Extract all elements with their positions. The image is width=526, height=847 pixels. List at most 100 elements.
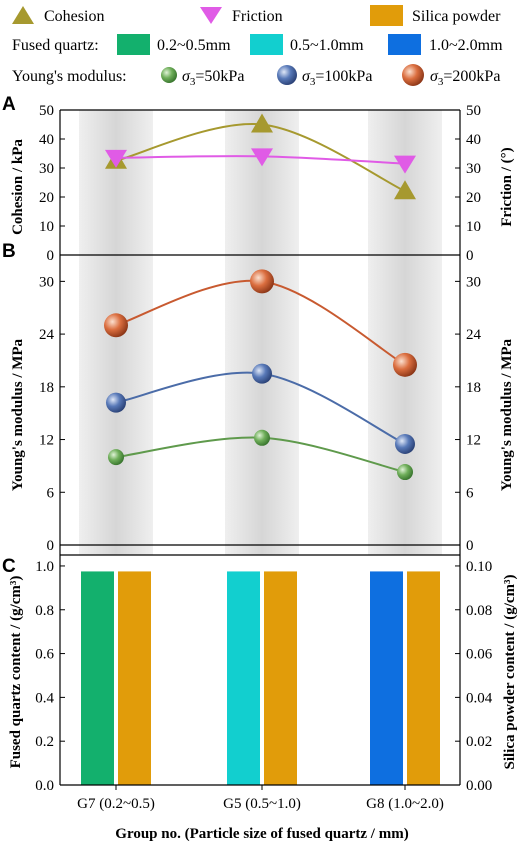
friction-point (394, 155, 416, 174)
panel-a-ylabel-right: Friction / (°) (499, 147, 515, 226)
legend-fused-quartz-title: Fused quartz: (12, 37, 99, 54)
panel-a-right-tick-label: 0 (466, 248, 474, 264)
panel-c-left-tick-label: 0.0 (35, 778, 54, 794)
cohesion-point (251, 113, 273, 133)
panel-a-left-tick-label: 10 (39, 219, 54, 235)
panel-b-ylabel-right: Young's modulus / MPa (499, 338, 515, 491)
axes-frame (59, 109, 461, 786)
panel-a-right-tick-label: 10 (466, 219, 481, 235)
category-band (225, 110, 299, 555)
panel-a-right-tick-label: 50 (466, 103, 481, 119)
panel-c-left-tick-label: 0.6 (35, 647, 54, 663)
panel-c-right-tick-label: 0.02 (466, 734, 492, 750)
panel-c-right-tick-label: 0.00 (466, 778, 492, 794)
legend-ym-100: σ3=100kPa (277, 65, 372, 88)
silica-swatch-icon (370, 5, 403, 26)
panel-b-left-tick-label: 6 (47, 485, 55, 501)
triangle-up-icon (12, 6, 34, 24)
ym-50-point (254, 429, 270, 446)
panel-b-markers (104, 269, 417, 481)
panel-c-bars (81, 571, 440, 785)
legend-friction-label: Friction (232, 8, 283, 25)
legend-ym-50-label: σ3=50kPa (182, 68, 244, 88)
panel-a-markers (105, 113, 416, 200)
cohesion-point (394, 180, 416, 200)
panel-letter-b: B (2, 241, 16, 262)
panel-c-left-tick-label: 0.2 (35, 734, 54, 750)
silica-powder-bar (264, 571, 297, 785)
panel-a-left-tick-label: 30 (39, 161, 54, 177)
x-category-labels: G7 (0.2~0.5) G5 (0.5~1.0) G8 (1.0~2.0) (77, 785, 444, 812)
legend-fq-small: 0.2~0.5mm (117, 34, 231, 55)
x-tick-label: G8 (1.0~2.0) (366, 796, 444, 812)
panel-a-chart: 0 10 20 30 40 50 0 10 20 30 40 50 Cohesion / kPa Fr… (10, 103, 515, 264)
legend-friction: Friction (200, 7, 283, 25)
silica-powder-bar (407, 571, 440, 785)
panel-b-right-tick-label: 0 (466, 538, 474, 554)
fq-small-swatch-icon (117, 34, 150, 55)
panel-b-left-tick-label: 24 (39, 327, 55, 343)
x-tick-label: G5 (0.5~1.0) (223, 796, 301, 812)
panel-a-left-tick-label: 0 (47, 248, 55, 264)
panel-b-right-tick-label: 6 (466, 485, 474, 501)
panel-c-left-tick-label: 0.8 (35, 603, 54, 619)
sphere-orange-icon (402, 64, 424, 86)
legend-fq-mid: 0.5~1.0mm (250, 34, 364, 55)
panel-c-ylabel: Fused quartz content / (g/cm³) (8, 576, 24, 769)
friction-point (251, 148, 273, 167)
panel-letter-c: C (2, 556, 16, 577)
panel-c-right-tick-label: 0.10 (466, 559, 492, 575)
panel-c-right-tick-label: 0.08 (466, 603, 492, 619)
panel-b-left-tick-label: 30 (39, 274, 54, 290)
ym-100-point (395, 433, 415, 454)
panel-b-right-tick-label: 24 (466, 327, 482, 343)
legend-ym-title: Young's modulus: (12, 68, 127, 85)
legend-fq-large-label: 1.0~2.0mm (429, 37, 503, 54)
legend-ym-200: σ3=200kPa (402, 64, 500, 88)
panel-b-ticks: 0 6 12 18 24 30 0 6 12 18 24 30 (39, 274, 482, 554)
panel-b-left-tick-label: 0 (47, 538, 55, 554)
panel-letter-a: A (2, 94, 16, 115)
legend: Cohesion Friction Silica powder Fused qu… (12, 5, 503, 88)
legend-fq-large: 1.0~2.0mm (388, 34, 503, 55)
x-tick-label: G7 (0.2~0.5) (77, 796, 155, 812)
panel-a-left-tick-label: 40 (39, 132, 54, 148)
legend-ym-200-label: σ3=200kPa (430, 68, 500, 88)
ym-50-point (108, 449, 124, 466)
panel-a-left-tick-label: 50 (39, 103, 54, 119)
legend-cohesion-label: Cohesion (44, 8, 104, 25)
silica-powder-bar (118, 571, 151, 785)
legend-ym-50: σ3=50kPa (161, 67, 244, 88)
ym-100-point (252, 363, 272, 384)
legend-ym-100-label: σ3=100kPa (302, 68, 372, 88)
x-axis-label: Group no. (Particle size of fused quartz… (115, 826, 408, 842)
panel-a-ylabel: Cohesion / kPa (10, 139, 26, 235)
panel-c-left-tick-label: 0.4 (35, 690, 54, 706)
panel-a-right-tick-label: 20 (466, 190, 481, 206)
panel-c-ticks: 0.0 0.2 0.4 0.6 0.8 1.0 0.00 0.02 0.04 0.06 0.08 0.… (35, 559, 493, 794)
sphere-blue-icon (277, 65, 297, 85)
panel-a-right-tick-label: 40 (466, 132, 481, 148)
legend-cohesion: Cohesion (12, 6, 104, 25)
panel-b-right-tick-label: 18 (466, 380, 481, 396)
panel-b-left-tick-label: 18 (39, 380, 54, 396)
panel-b-left-tick-label: 12 (39, 433, 54, 449)
panel-c-right-tick-label: 0.06 (466, 647, 493, 663)
sphere-green-icon (161, 67, 177, 83)
triangle-down-icon (200, 7, 222, 24)
ym-200-point (393, 352, 417, 377)
legend-fq-mid-label: 0.5~1.0mm (290, 37, 364, 54)
panel-b-right-tick-label: 30 (466, 274, 481, 290)
panel-c-right-tick-label: 0.04 (466, 690, 493, 706)
fq-mid-swatch-icon (250, 34, 283, 55)
panel-b-ylabel: Young's modulus / MPa (10, 338, 26, 491)
legend-silica-label: Silica powder (412, 8, 501, 25)
panel-c-chart: 0.0 0.2 0.4 0.6 0.8 1.0 0.00 0.02 0.04 0.06 0.08 0.… (8, 559, 518, 794)
ym-50-point (397, 464, 413, 481)
legend-silica: Silica powder (370, 5, 501, 26)
fused-quartz-bar (227, 571, 260, 785)
panel-c-left-tick-label: 1.0 (35, 559, 54, 575)
ym-100-point (106, 392, 126, 413)
panel-a-right-tick-label: 30 (466, 161, 481, 177)
